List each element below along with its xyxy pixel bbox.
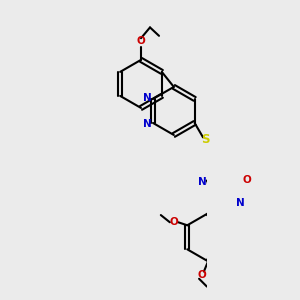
Text: N: N (236, 198, 244, 208)
Text: O: O (170, 217, 178, 227)
Text: N: N (143, 93, 152, 103)
Text: O: O (242, 176, 251, 185)
Text: N: N (198, 177, 207, 187)
Text: O: O (136, 36, 146, 46)
Text: N: N (143, 118, 152, 129)
Text: S: S (201, 133, 210, 146)
Text: O: O (198, 270, 206, 280)
